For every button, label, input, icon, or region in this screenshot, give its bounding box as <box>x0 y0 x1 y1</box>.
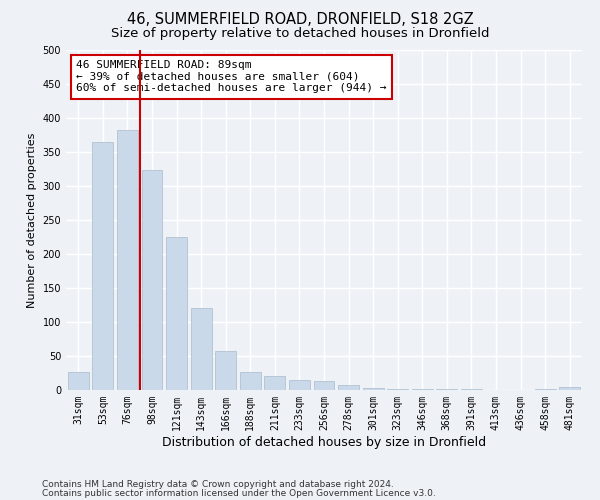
X-axis label: Distribution of detached houses by size in Dronfield: Distribution of detached houses by size … <box>162 436 486 448</box>
Bar <box>191 308 212 390</box>
Bar <box>215 351 236 390</box>
Bar <box>166 237 187 390</box>
Bar <box>68 372 89 390</box>
Bar <box>362 388 383 390</box>
Bar <box>117 130 138 390</box>
Text: Size of property relative to detached houses in Dronfield: Size of property relative to detached ho… <box>111 28 489 40</box>
Bar <box>240 372 261 390</box>
Text: 46, SUMMERFIELD ROAD, DRONFIELD, S18 2GZ: 46, SUMMERFIELD ROAD, DRONFIELD, S18 2GZ <box>127 12 473 28</box>
Bar <box>265 376 286 390</box>
Bar <box>289 380 310 390</box>
Y-axis label: Number of detached properties: Number of detached properties <box>27 132 37 308</box>
Bar <box>142 170 163 390</box>
Bar <box>387 388 408 390</box>
Text: 46 SUMMERFIELD ROAD: 89sqm
← 39% of detached houses are smaller (604)
60% of sem: 46 SUMMERFIELD ROAD: 89sqm ← 39% of deta… <box>76 60 387 94</box>
Bar <box>338 385 359 390</box>
Bar <box>92 142 113 390</box>
Bar <box>559 388 580 390</box>
Bar <box>314 381 334 390</box>
Text: Contains HM Land Registry data © Crown copyright and database right 2024.: Contains HM Land Registry data © Crown c… <box>42 480 394 489</box>
Text: Contains public sector information licensed under the Open Government Licence v3: Contains public sector information licen… <box>42 488 436 498</box>
